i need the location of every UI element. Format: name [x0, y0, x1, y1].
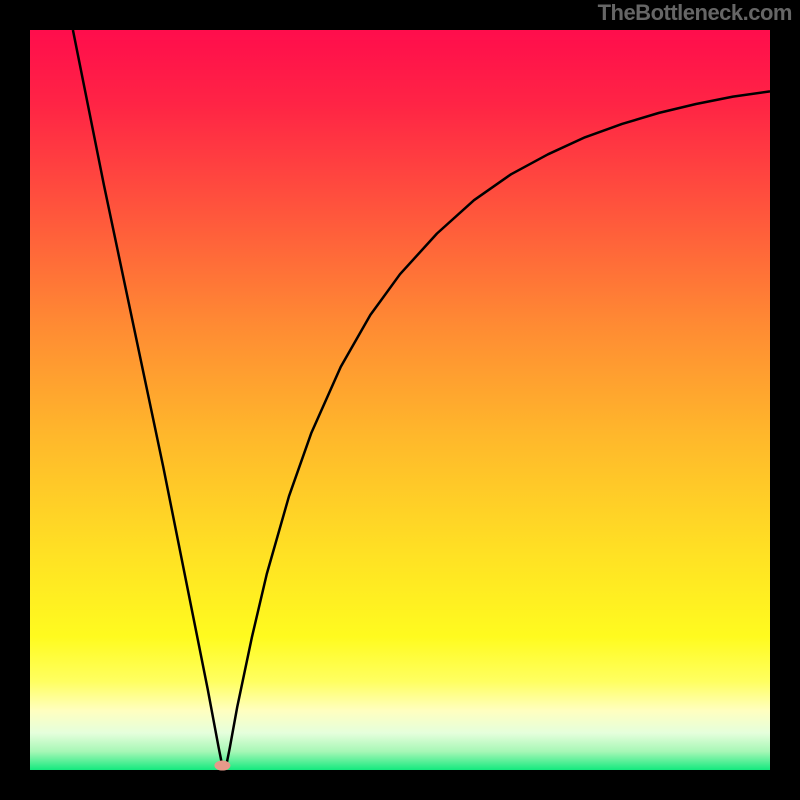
- plot-background: [30, 30, 770, 770]
- chart-canvas: TheBottleneck.com: [0, 0, 800, 800]
- optimal-point-marker: [214, 761, 230, 771]
- watermark-text: TheBottleneck.com: [598, 0, 792, 26]
- bottleneck-chart-svg: [0, 0, 800, 800]
